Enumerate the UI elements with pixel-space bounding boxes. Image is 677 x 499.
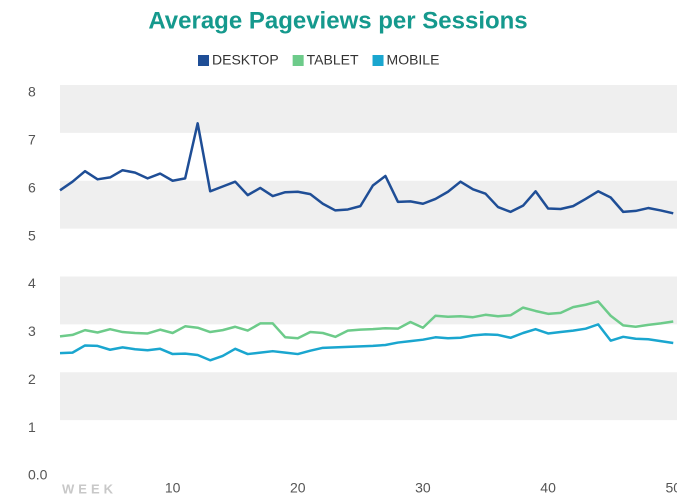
y-tick-label: 4: [28, 275, 36, 291]
grid-band: [60, 372, 677, 421]
x-tick-label: 20: [290, 480, 306, 496]
y-tick-label: 8: [28, 84, 36, 100]
y-tick-label: 5: [28, 227, 36, 243]
data-line: [59, 300, 674, 340]
data-line: [59, 323, 674, 362]
legend-swatch: [198, 55, 209, 66]
grid-band: [60, 276, 677, 325]
y-tick-label: 6: [28, 179, 36, 195]
x-tick-label: 40: [540, 480, 556, 496]
legend-label: TABLET: [307, 52, 359, 68]
legend-swatch: [292, 55, 304, 66]
y-tick-label: 2: [28, 371, 36, 387]
legend-label: MOBILE: [387, 52, 440, 68]
legend-swatch: [372, 55, 384, 66]
legend-label: DESKTOP: [212, 52, 279, 68]
grid-band: [60, 85, 677, 133]
x-axis-label: WEEK: [62, 481, 117, 496]
chart-title: Average Pageviews per Sessions: [148, 7, 527, 34]
y-tick-label: 3: [28, 323, 36, 339]
x-tick-label: 30: [415, 480, 431, 496]
grid-band: [60, 180, 677, 229]
y-tick-label: 7: [28, 132, 36, 148]
data-line: [59, 122, 674, 215]
x-tick-label: 10: [165, 480, 181, 496]
y-tick-label: 1: [28, 419, 36, 435]
x-tick-label: 50: [665, 480, 677, 496]
y-tick-label: 0.0: [28, 467, 48, 483]
